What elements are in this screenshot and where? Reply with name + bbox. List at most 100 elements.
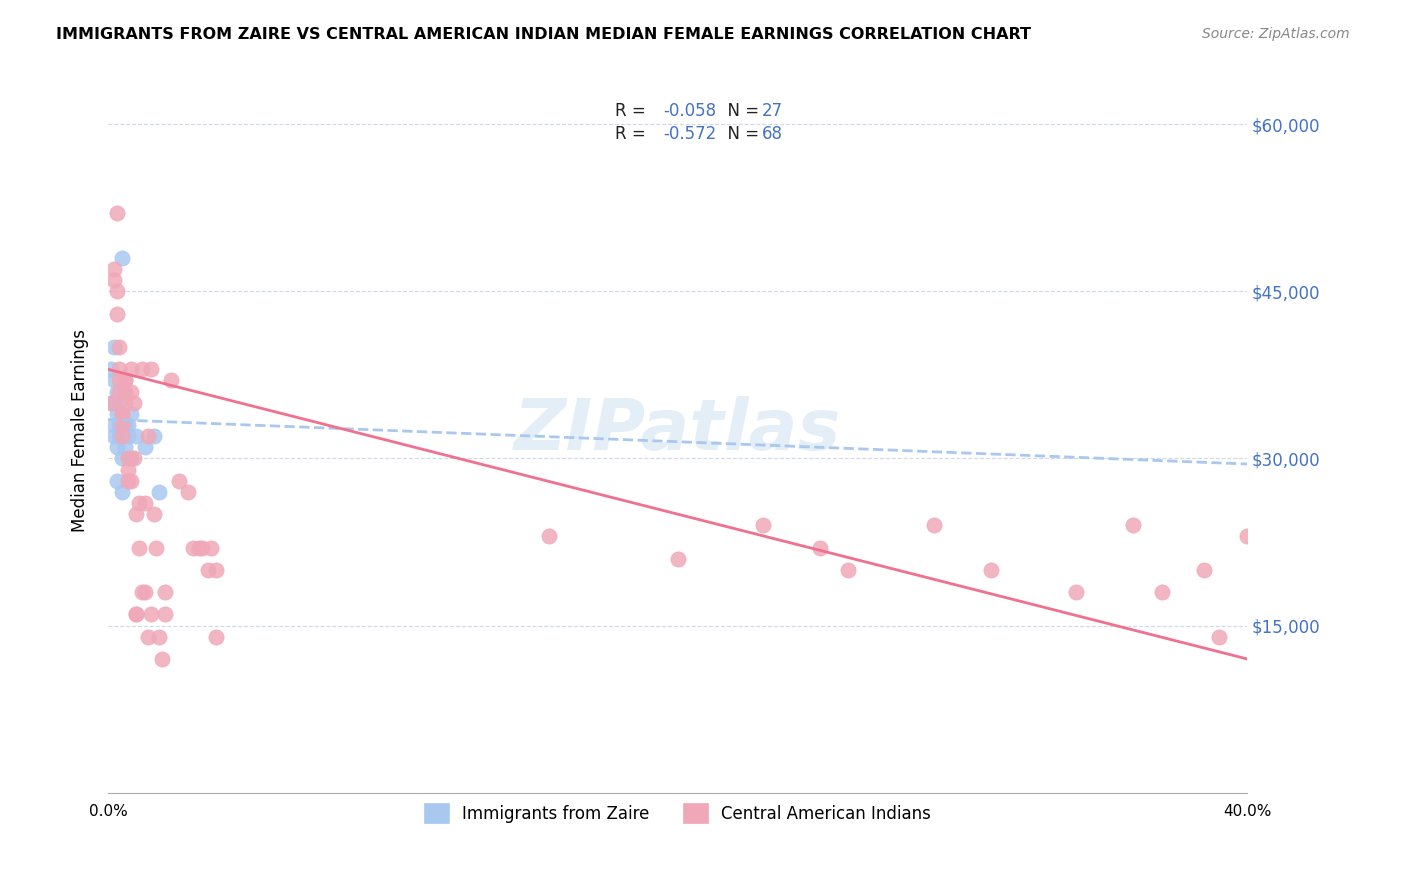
Point: [125, 607, 148, 622]
Point: [125, 607, 148, 622]
Point: [128, 541, 150, 555]
Point: [177, 484, 200, 499]
Point: [105, 407, 128, 421]
Point: [114, 374, 136, 388]
Point: [105, 206, 128, 220]
Point: [108, 340, 131, 354]
Y-axis label: Median Female Earnings: Median Female Earnings: [72, 329, 89, 533]
Point: [145, 541, 167, 555]
Text: 27: 27: [762, 102, 783, 120]
Point: [922, 518, 945, 533]
Point: [105, 285, 128, 299]
Text: IMMIGRANTS FROM ZAIRE VS CENTRAL AMERICAN INDIAN MEDIAN FEMALE EARNINGS CORRELAT: IMMIGRANTS FROM ZAIRE VS CENTRAL AMERICA…: [56, 27, 1031, 42]
Point: [105, 384, 128, 399]
Point: [117, 429, 139, 443]
Point: [108, 429, 131, 443]
Point: [100, 395, 122, 409]
Point: [114, 395, 136, 409]
Point: [153, 607, 176, 622]
Point: [808, 541, 831, 555]
Text: Source: ZipAtlas.com: Source: ZipAtlas.com: [1202, 27, 1350, 41]
Point: [125, 429, 148, 443]
Point: [159, 374, 181, 388]
Point: [134, 440, 156, 454]
Text: N =: N =: [717, 125, 765, 143]
Point: [120, 474, 142, 488]
Point: [205, 563, 228, 577]
Point: [538, 529, 561, 543]
Text: -0.058: -0.058: [662, 102, 716, 120]
Point: [117, 462, 139, 476]
Point: [142, 429, 165, 443]
Point: [108, 362, 131, 376]
Point: [120, 362, 142, 376]
Point: [120, 407, 142, 421]
Text: 68: 68: [762, 125, 783, 143]
Point: [100, 395, 122, 409]
Text: N =: N =: [717, 102, 765, 120]
Point: [108, 374, 131, 388]
Point: [117, 474, 139, 488]
Point: [188, 541, 211, 555]
Point: [1122, 518, 1144, 533]
Point: [111, 451, 134, 466]
Point: [136, 630, 159, 644]
Point: [122, 395, 145, 409]
Point: [117, 417, 139, 432]
Point: [148, 630, 170, 644]
Point: [153, 585, 176, 599]
Point: [752, 518, 775, 533]
Point: [197, 563, 219, 577]
Point: [1208, 630, 1230, 644]
Point: [111, 484, 134, 499]
Point: [103, 273, 125, 287]
Point: [837, 563, 859, 577]
Point: [111, 407, 134, 421]
Point: [191, 541, 214, 555]
Point: [183, 541, 205, 555]
Point: [111, 429, 134, 443]
Point: [139, 607, 162, 622]
Point: [142, 507, 165, 521]
Point: [108, 417, 131, 432]
Legend: Immigrants from Zaire, Central American Indians: Immigrants from Zaire, Central American …: [412, 791, 943, 835]
Point: [167, 474, 190, 488]
Point: [111, 417, 134, 432]
Point: [150, 652, 173, 666]
Point: [111, 251, 134, 265]
Point: [128, 496, 150, 510]
Point: [100, 362, 122, 376]
Point: [105, 307, 128, 321]
Point: [114, 384, 136, 399]
Point: [114, 440, 136, 454]
Point: [136, 429, 159, 443]
Point: [111, 407, 134, 421]
Point: [103, 340, 125, 354]
Point: [108, 395, 131, 409]
Point: [122, 451, 145, 466]
Point: [200, 541, 222, 555]
Text: R =: R =: [614, 102, 651, 120]
Point: [666, 551, 689, 566]
Point: [114, 417, 136, 432]
Point: [108, 384, 131, 399]
Point: [103, 262, 125, 277]
Point: [120, 451, 142, 466]
Text: ZIPatlas: ZIPatlas: [515, 396, 841, 465]
Point: [105, 474, 128, 488]
Point: [103, 429, 125, 443]
Point: [117, 451, 139, 466]
Point: [134, 496, 156, 510]
Point: [131, 362, 153, 376]
Point: [105, 440, 128, 454]
Text: -0.572: -0.572: [662, 125, 716, 143]
Point: [980, 563, 1002, 577]
Point: [205, 630, 228, 644]
Point: [148, 484, 170, 499]
Point: [1194, 563, 1216, 577]
Point: [1066, 585, 1088, 599]
Point: [120, 384, 142, 399]
Point: [1150, 585, 1173, 599]
Text: R =: R =: [614, 125, 651, 143]
Point: [103, 374, 125, 388]
